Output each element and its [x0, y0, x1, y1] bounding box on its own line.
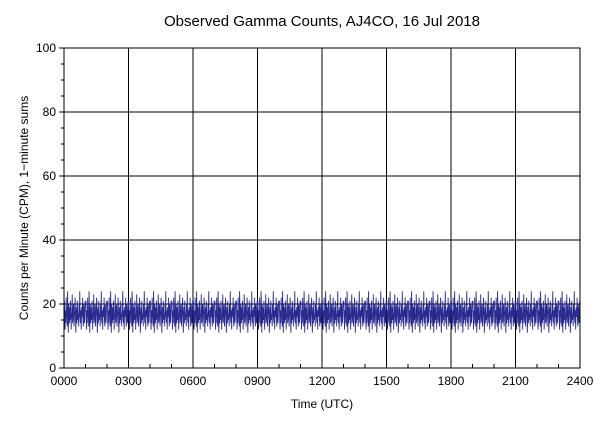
y-tick-label: 0: [49, 361, 56, 375]
y-tick-label: 100: [36, 41, 56, 55]
x-tick-label: 0900: [244, 374, 271, 388]
grid-lines: [64, 48, 580, 368]
chart-title: Observed Gamma Counts, AJ4CO, 16 Jul 201…: [164, 13, 480, 30]
series-line: [63, 291, 581, 333]
x-tick-label: 1500: [373, 374, 400, 388]
y-tick-label: 20: [43, 297, 57, 311]
y-axis-label: Counts per Minute (CPM), 1−minute sums: [17, 96, 31, 320]
series-group: [63, 291, 581, 333]
x-tick-label: 1800: [438, 374, 465, 388]
x-tick-label: 2100: [502, 374, 529, 388]
x-axis-label: Time (UTC): [291, 397, 353, 411]
y-tick-label: 60: [43, 169, 57, 183]
x-tick-label: 0000: [51, 374, 78, 388]
x-tick-label: 1200: [309, 374, 336, 388]
x-tick-label: 0600: [180, 374, 207, 388]
y-axis-ticks: 0 20 40 60 80 100: [36, 41, 64, 375]
x-tick-label: 0300: [115, 374, 142, 388]
y-tick-label: 80: [43, 105, 57, 119]
x-tick-label: 2400: [567, 374, 594, 388]
y-tick-label: 40: [43, 233, 57, 247]
x-axis-ticks: 0000 0300 0600 0900 1200 1500 1800 2100 2400: [51, 364, 594, 388]
